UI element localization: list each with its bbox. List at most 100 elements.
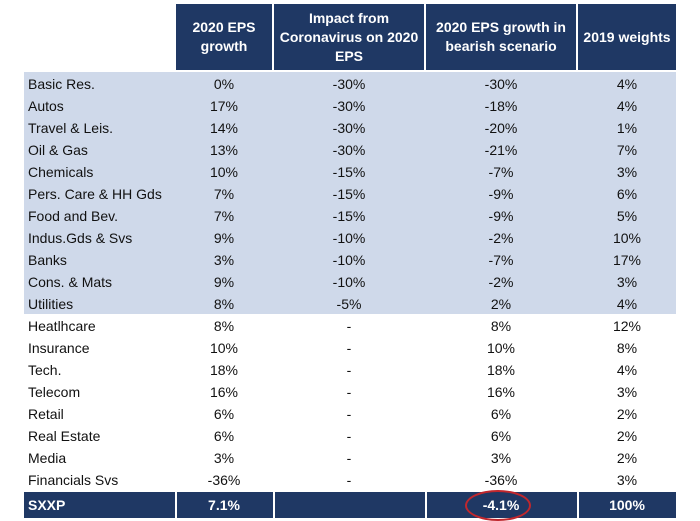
cell-sector: Real Estate (28, 428, 101, 444)
cell-bearish: 10% (486, 340, 516, 356)
cell-weight: 6% (616, 186, 638, 202)
table-row: Chemicals 10% -15% -7% 3% (24, 161, 676, 183)
cell-impact: - (346, 472, 352, 488)
cell-sector: Financials Svs (28, 472, 119, 488)
cell-bearish: 2% (490, 296, 512, 312)
cell-weight: 8% (616, 340, 638, 356)
cell-impact: -30% (332, 98, 366, 114)
cell-sector: Cons. & Mats (28, 274, 113, 290)
table-row: Heatlhcare 8% - 8% 12% (24, 315, 676, 337)
cell-bearish: -9% (488, 208, 514, 224)
cell-impact: -5% (336, 296, 362, 312)
cell-sector: Autos (28, 98, 64, 114)
cell-bearish: 3% (490, 450, 512, 466)
cell-weight: 3% (616, 274, 638, 290)
cell-weight: 4% (616, 296, 638, 312)
cell-eps: 6% (213, 406, 235, 422)
cell-eps: 8% (213, 318, 235, 334)
cell-impact: -10% (332, 230, 366, 246)
cell-eps: 6% (213, 428, 235, 444)
cell-impact: - (346, 318, 352, 334)
table-row: Autos 17% -30% -18% 4% (24, 95, 676, 117)
cell-impact: -15% (332, 186, 366, 202)
cell-eps: 3% (213, 450, 235, 466)
cell-sector: Insurance (28, 340, 90, 356)
cell-eps: 7% (213, 186, 235, 202)
cell-sector: Indus.Gds & Svs (28, 230, 133, 246)
cell-sector: Pers. Care & HH Gds (28, 186, 162, 202)
cell-weight: 7% (616, 142, 638, 158)
table-row: Financials Svs -36% - -36% 3% (24, 469, 676, 491)
cell-eps: 7% (213, 208, 235, 224)
cell-weight: 2% (616, 450, 638, 466)
cell-eps: 3% (213, 252, 235, 268)
cell-impact: - (346, 428, 352, 444)
cell-sector: Basic Res. (28, 76, 95, 92)
cell-impact: -15% (332, 164, 366, 180)
cell-impact: - (346, 384, 352, 400)
column-divider (425, 492, 427, 518)
cell-weight: 17% (612, 252, 642, 268)
cell-weight: 2% (616, 406, 638, 422)
cell-eps: 13% (209, 142, 239, 158)
cell-weight: 5% (616, 208, 638, 224)
table-row: Travel & Leis. 14% -30% -20% 1% (24, 117, 676, 139)
cell-weight: 4% (616, 76, 638, 92)
table-row: Tech. 18% - 18% 4% (24, 359, 676, 381)
highlighted-sectors-band (24, 72, 676, 314)
table-row: Telecom 16% - 16% 3% (24, 381, 676, 403)
cell-sector: Travel & Leis. (28, 120, 114, 136)
cell-bearish: -2% (488, 230, 514, 246)
table-row: Banks 3% -10% -7% 17% (24, 249, 676, 271)
cell-weight: 12% (612, 318, 642, 334)
total-eps: 7.1% (208, 497, 240, 513)
cell-bearish: -21% (484, 142, 518, 158)
cell-bearish: -30% (484, 76, 518, 92)
cell-sector: Heatlhcare (28, 318, 96, 334)
cell-bearish: -7% (488, 252, 514, 268)
cell-eps: 10% (209, 164, 239, 180)
cell-eps: 9% (213, 274, 235, 290)
table-row: Real Estate 6% - 6% 2% (24, 425, 676, 447)
cell-eps: 17% (209, 98, 239, 114)
cell-impact: - (346, 450, 352, 466)
cell-sector: Oil & Gas (28, 142, 88, 158)
cell-bearish: -9% (488, 186, 514, 202)
cell-eps: 8% (213, 296, 235, 312)
cell-bearish: 16% (486, 384, 516, 400)
cell-impact: -30% (332, 120, 366, 136)
cell-eps: -36% (207, 472, 241, 488)
cell-impact: - (346, 406, 352, 422)
cell-sector: Food and Bev. (28, 208, 119, 224)
header-eps-growth: 2020 EPS growth (176, 4, 272, 70)
column-divider (175, 492, 177, 518)
header-weights: 2019 weights (578, 4, 676, 70)
total-sector: SXXP (28, 497, 66, 513)
cell-impact: -30% (332, 142, 366, 158)
cell-sector: Chemicals (28, 164, 94, 180)
cell-eps: 16% (209, 384, 239, 400)
cell-bearish: -20% (484, 120, 518, 136)
cell-bearish: 6% (490, 406, 512, 422)
cell-bearish: 8% (490, 318, 512, 334)
table-row: Utilities 8% -5% 2% 4% (24, 293, 676, 315)
cell-eps: 0% (213, 76, 235, 92)
cell-impact: - (346, 362, 352, 378)
cell-eps: 14% (209, 120, 239, 136)
cell-weight: 3% (616, 384, 638, 400)
cell-impact: - (346, 340, 352, 356)
total-row: SXXP 7.1% -4.1% 100% (24, 492, 676, 518)
cell-impact: -10% (332, 252, 366, 268)
cell-bearish: -7% (488, 164, 514, 180)
cell-weight: 2% (616, 428, 638, 444)
header-bearish: 2020 EPS growth in bearish scenario (426, 4, 576, 70)
cell-weight: 3% (616, 472, 638, 488)
table-row: Food and Bev. 7% -15% -9% 5% (24, 205, 676, 227)
cell-bearish: -36% (484, 472, 518, 488)
cell-impact: -10% (332, 274, 366, 290)
cell-weight: 10% (612, 230, 642, 246)
table-row: Oil & Gas 13% -30% -21% 7% (24, 139, 676, 161)
cell-eps: 10% (209, 340, 239, 356)
cell-sector: Retail (28, 406, 64, 422)
cell-sector: Tech. (28, 362, 62, 378)
